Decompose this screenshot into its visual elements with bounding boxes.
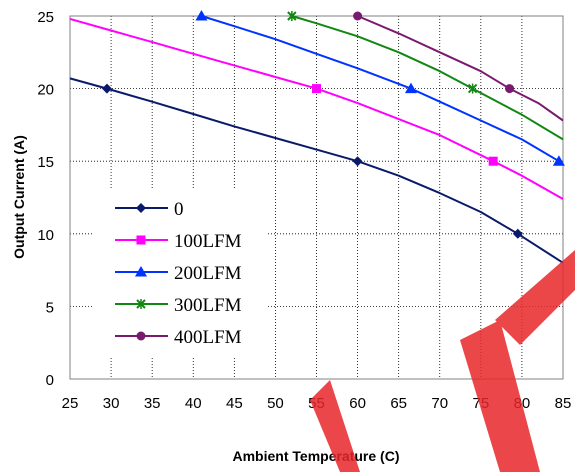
y-tick-label: 25 xyxy=(37,9,54,26)
series-2 xyxy=(195,10,565,166)
data-point-x xyxy=(467,83,478,94)
legend: 0 100LFM 200LFM 300LFM 400LFM xyxy=(94,190,266,356)
legend-label: 100LFM xyxy=(174,231,242,252)
series-line xyxy=(357,15,564,122)
y-tick-label: 5 xyxy=(46,299,54,316)
series-line xyxy=(69,17,564,200)
series-3 xyxy=(287,11,564,141)
data-point-diamond xyxy=(512,228,523,239)
legend-label: 0 xyxy=(174,199,184,220)
legend-item: 0 xyxy=(115,199,184,220)
data-point-triangle xyxy=(552,155,565,166)
x-tick-label: 85 xyxy=(555,395,572,412)
legend-item: 400LFM xyxy=(115,327,242,348)
watermark xyxy=(310,250,575,472)
y-tick-label: 15 xyxy=(37,154,54,171)
data-point-triangle xyxy=(195,10,208,21)
data-point-diamond xyxy=(101,83,112,94)
data-point-square xyxy=(136,235,146,245)
grid xyxy=(70,16,563,379)
data-point-x xyxy=(287,11,297,21)
y-tick-label: 0 xyxy=(46,372,54,389)
x-tick-label: 60 xyxy=(349,395,366,412)
data-point-x xyxy=(136,299,146,309)
x-tick-label: 50 xyxy=(267,395,284,412)
x-tick-label: 70 xyxy=(431,395,448,412)
data-point-square xyxy=(488,156,498,166)
legend-item: 300LFM xyxy=(115,295,242,316)
legend-label: 200LFM xyxy=(174,263,242,284)
data-point-diamond xyxy=(136,203,146,213)
series-line xyxy=(69,77,564,264)
series-4 xyxy=(353,11,564,122)
y-axis-title: Output Current (A) xyxy=(11,135,27,259)
y-tick-labels: 0 5 10 15 20 25 xyxy=(37,9,54,389)
x-tick-label: 30 xyxy=(103,395,120,412)
series-1 xyxy=(69,17,564,200)
data-point-circle xyxy=(353,11,363,21)
data-point-square xyxy=(312,84,321,94)
data-point-diamond xyxy=(352,156,363,167)
legend-label: 400LFM xyxy=(174,327,242,348)
legend-item: 200LFM xyxy=(115,263,242,284)
x-tick-label: 40 xyxy=(185,395,202,412)
data-point-triangle xyxy=(404,82,417,94)
x-axis-title: Ambient Temperature (C) xyxy=(233,448,400,464)
y-tick-label: 10 xyxy=(37,227,54,244)
x-tick-label: 35 xyxy=(144,395,161,412)
x-tick-label: 25 xyxy=(62,395,79,412)
x-tick-label: 45 xyxy=(226,395,243,412)
legend-item: 100LFM xyxy=(115,231,242,252)
data-point-circle xyxy=(505,84,515,94)
series-line xyxy=(291,15,564,141)
x-tick-label: 65 xyxy=(390,395,407,412)
data-point-triangle xyxy=(135,266,147,277)
plot-area-border xyxy=(69,15,564,380)
series-lines xyxy=(69,10,565,264)
data-point-circle xyxy=(136,331,146,341)
series-0 xyxy=(69,77,564,264)
y-tick-label: 20 xyxy=(37,82,54,99)
legend-label: 300LFM xyxy=(174,295,242,316)
